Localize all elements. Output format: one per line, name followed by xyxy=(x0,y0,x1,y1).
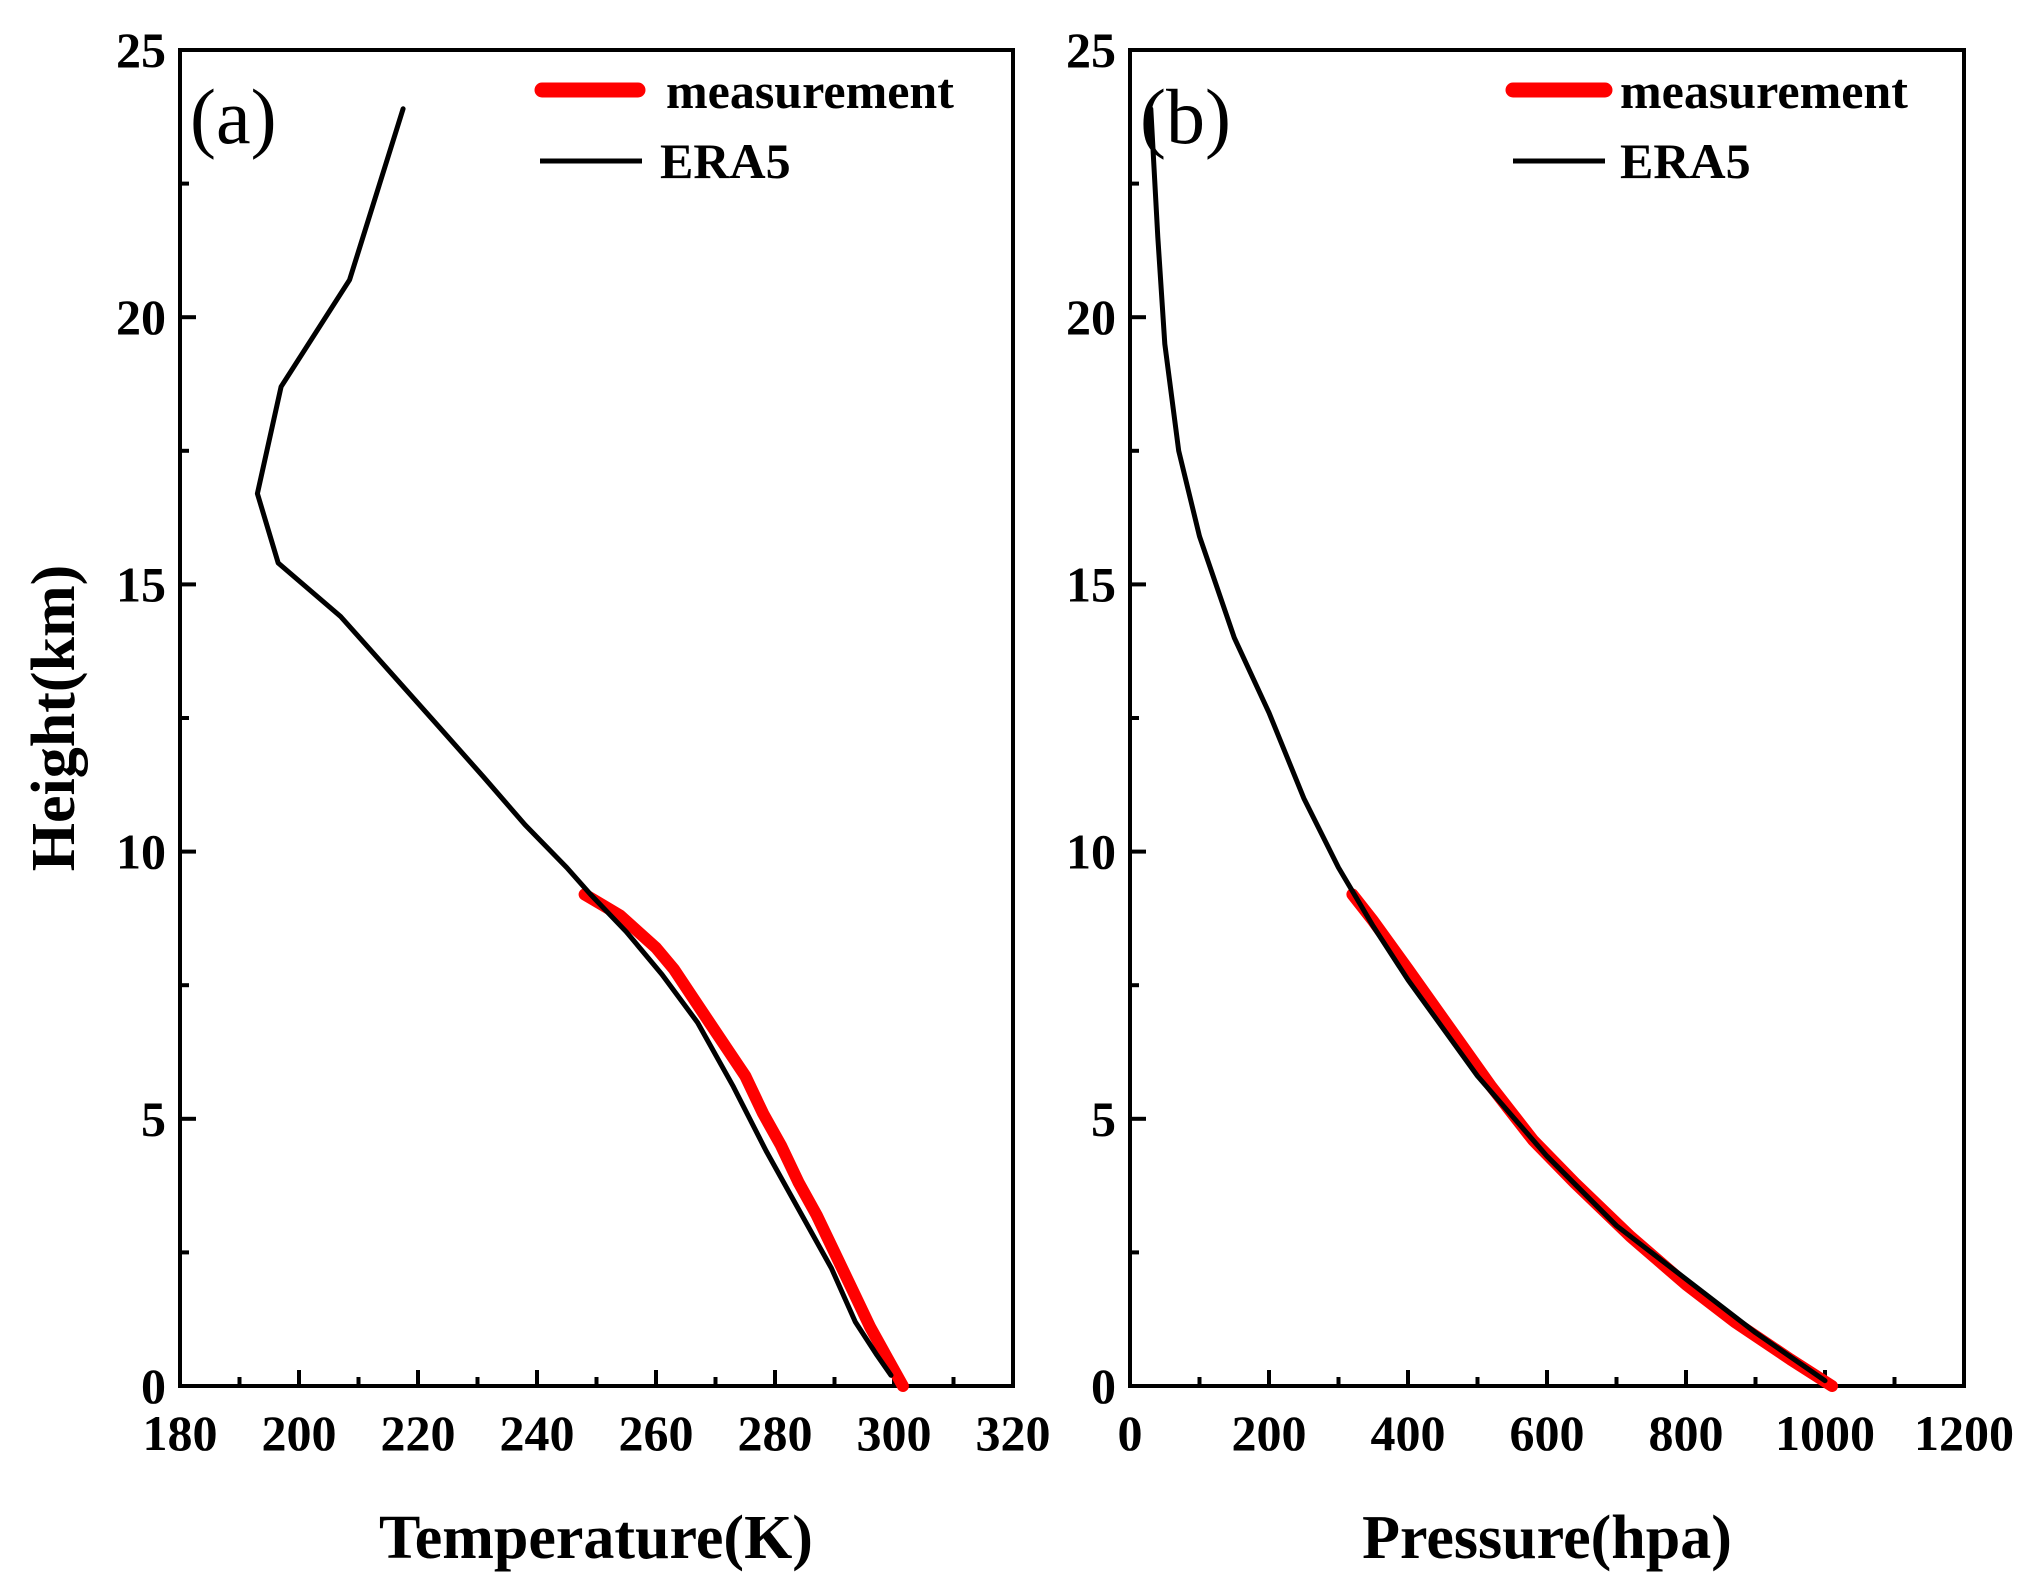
legend-label-measurement: measurement xyxy=(1620,63,1908,119)
y-tick-label: 0 xyxy=(141,1358,166,1414)
y-tick-label: 25 xyxy=(1066,22,1116,78)
y-axis-ticks: 0 5 10 15 20 25 xyxy=(116,22,196,1414)
y-tick-label: 15 xyxy=(116,556,166,612)
y-axis-ticks: 0 5 10 15 20 25 xyxy=(1066,22,1146,1414)
legend: measurement ERA5 xyxy=(534,63,954,189)
x-tick-label: 260 xyxy=(619,1405,694,1461)
y-tick-label: 0 xyxy=(1091,1358,1116,1414)
x-axis-ticks: 0 200 400 600 800 1000 1200 xyxy=(1118,1370,2014,1461)
x-tick-label: 180 xyxy=(143,1405,218,1461)
y-tick-label: 20 xyxy=(116,289,166,345)
y-axis-title: Height(km) xyxy=(20,565,88,872)
x-axis-title: Temperature(K) xyxy=(379,1504,813,1572)
x-tick-label: 0 xyxy=(1118,1405,1143,1461)
y-tick-label: 25 xyxy=(116,22,166,78)
x-tick-label: 600 xyxy=(1510,1405,1585,1461)
x-tick-label: 200 xyxy=(262,1405,337,1461)
x-tick-label: 800 xyxy=(1649,1405,1724,1461)
y-tick-label: 20 xyxy=(1066,289,1116,345)
y-tick-label: 10 xyxy=(116,824,166,880)
x-tick-label: 240 xyxy=(500,1405,575,1461)
plot-frame xyxy=(1128,48,1966,1388)
legend-label-era5: ERA5 xyxy=(1620,133,1751,189)
y-tick-label: 15 xyxy=(1066,556,1116,612)
x-tick-label: 300 xyxy=(857,1405,932,1461)
y-tick-label: 10 xyxy=(1066,824,1116,880)
x-tick-label: 1200 xyxy=(1914,1405,2014,1461)
series-line-era5 xyxy=(1148,106,1828,1384)
series-line-era5 xyxy=(254,106,894,1378)
legend-label-era5: ERA5 xyxy=(660,133,791,189)
x-axis-title: Pressure(hpa) xyxy=(1362,1504,1732,1572)
series-layer xyxy=(1148,106,1838,1392)
panel-label-b: (b) xyxy=(1140,73,1231,160)
y-tick-label: 5 xyxy=(1091,1091,1116,1147)
series-line-measurement xyxy=(578,888,909,1392)
x-axis-ticks: 180 200 220 240 260 280 300 320 xyxy=(143,1370,1051,1461)
x-tick-label: 220 xyxy=(381,1405,456,1461)
x-tick-label: 320 xyxy=(976,1405,1051,1461)
legend: measurement ERA5 xyxy=(1505,63,1908,189)
series-layer xyxy=(254,106,909,1392)
panel-b: 0 5 10 15 20 25 0 200 400 600 800 1000 1200 (b) mea… xyxy=(1066,22,2014,1572)
plot-frame xyxy=(178,48,1015,1388)
x-tick-label: 1000 xyxy=(1775,1405,1875,1461)
x-tick-label: 280 xyxy=(738,1405,813,1461)
x-tick-label: 200 xyxy=(1232,1405,1307,1461)
legend-label-measurement: measurement xyxy=(666,63,954,119)
series-line-measurement xyxy=(1346,888,1838,1392)
y-tick-label: 5 xyxy=(141,1091,166,1147)
panel-label-a: (a) xyxy=(190,73,277,160)
x-tick-label: 400 xyxy=(1371,1405,1446,1461)
